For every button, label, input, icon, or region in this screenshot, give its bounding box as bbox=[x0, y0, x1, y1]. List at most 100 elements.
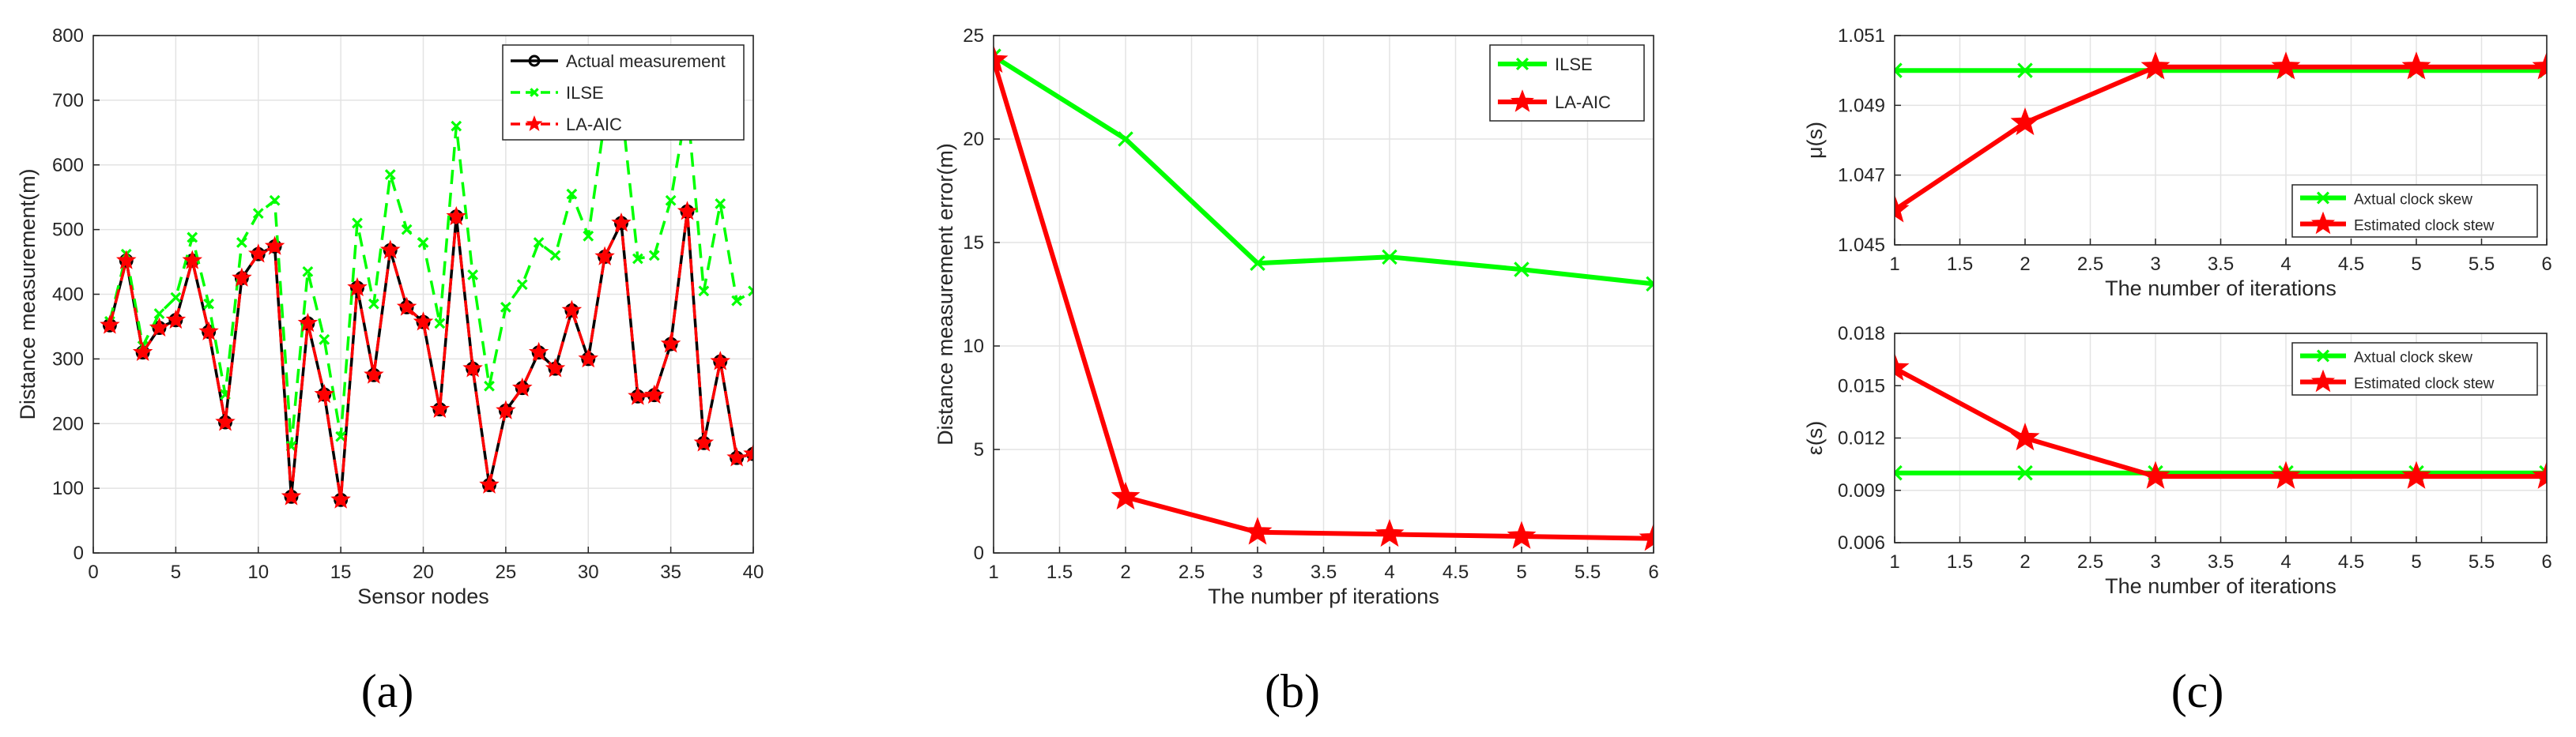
data-point bbox=[743, 443, 753, 463]
data-point bbox=[1639, 523, 1654, 551]
data-point bbox=[632, 253, 643, 265]
data-point bbox=[528, 341, 549, 362]
tick-label-x: 4.5 bbox=[2338, 551, 2364, 573]
tick-label-x: 2 bbox=[2020, 254, 2030, 275]
data-point bbox=[252, 208, 264, 220]
tick-label-x: 3.5 bbox=[2208, 551, 2234, 573]
tick-label-y: 0.006 bbox=[1838, 532, 1885, 554]
data-point bbox=[677, 201, 698, 220]
tick-label-x: 5 bbox=[2411, 551, 2421, 573]
legend-marker bbox=[530, 88, 539, 97]
data-point bbox=[182, 250, 203, 269]
data-point bbox=[698, 285, 710, 297]
tick-label-x: 5 bbox=[171, 562, 181, 583]
tick-label-x: 2 bbox=[1120, 562, 1130, 583]
series-group bbox=[1895, 352, 2547, 489]
panel-label-c: (c) bbox=[2171, 665, 2224, 717]
data-point bbox=[429, 398, 451, 419]
data-point bbox=[484, 380, 495, 392]
legend-box bbox=[2291, 184, 2538, 238]
data-point bbox=[462, 358, 483, 378]
tick-label-x: 40 bbox=[743, 562, 764, 583]
data-point bbox=[566, 188, 578, 200]
legend-label: ILSE bbox=[1555, 55, 1593, 74]
tick-label-x: 4 bbox=[2280, 254, 2291, 275]
tick-label-x: 5 bbox=[1516, 562, 1526, 583]
tick-label-x: 4 bbox=[2280, 551, 2291, 573]
data-point bbox=[665, 194, 677, 206]
tick-label-x: 1.5 bbox=[1947, 254, 1973, 275]
tick-label-y: 0 bbox=[974, 543, 984, 564]
data-point bbox=[335, 431, 347, 442]
data-point bbox=[1895, 62, 1903, 78]
x-axis-label: The number of iterations bbox=[2105, 574, 2337, 598]
data-point bbox=[215, 412, 236, 431]
data-point bbox=[236, 237, 247, 248]
data-point bbox=[247, 243, 269, 263]
data-point bbox=[2401, 51, 2431, 80]
data-point bbox=[314, 383, 335, 404]
data-point bbox=[549, 250, 561, 261]
data-point bbox=[1382, 249, 1397, 265]
y-axis-label: μ(s) bbox=[1803, 122, 1827, 159]
tick-label-y: 1.045 bbox=[1838, 235, 1885, 256]
tick-label-x: 5.5 bbox=[2469, 551, 2495, 573]
tick-label-y: 600 bbox=[52, 155, 84, 176]
data-point bbox=[1250, 255, 1265, 271]
legend-marker bbox=[526, 115, 543, 131]
legend-label: Axtual clock skew bbox=[2354, 350, 2472, 367]
tick-label-x: 5.5 bbox=[1575, 562, 1601, 583]
data-point bbox=[269, 194, 281, 206]
data-point bbox=[2017, 62, 2033, 78]
data-point bbox=[451, 120, 462, 132]
legend-marker bbox=[1510, 89, 1535, 112]
series-group bbox=[994, 44, 1654, 551]
series-line-ilse bbox=[108, 102, 753, 448]
series-line-la-aic bbox=[994, 59, 1654, 541]
legend-label: LA-AIC bbox=[1555, 92, 1611, 112]
tick-label-y: 400 bbox=[52, 284, 84, 306]
data-point bbox=[2140, 51, 2171, 80]
y-axis-label: Distance measurement error(m) bbox=[933, 143, 957, 446]
data-point bbox=[748, 285, 753, 297]
tick-label-x: 1 bbox=[1889, 551, 1899, 573]
data-point bbox=[352, 217, 363, 229]
data-point bbox=[368, 298, 379, 310]
legend: ILSE LA-AIC bbox=[1489, 44, 1645, 122]
data-point bbox=[379, 239, 401, 259]
data-point bbox=[1895, 464, 1903, 481]
data-point bbox=[2010, 107, 2040, 136]
data-point bbox=[693, 432, 715, 452]
tick-label-x: 3 bbox=[2150, 254, 2160, 275]
legend-label: Estimated clock stew bbox=[2354, 218, 2495, 235]
data-point bbox=[417, 237, 429, 248]
tick-label-x: 25 bbox=[496, 562, 517, 583]
legend-marker bbox=[2316, 191, 2330, 205]
tick-label-x: 5.5 bbox=[2469, 254, 2495, 275]
data-point bbox=[479, 474, 500, 494]
data-point bbox=[187, 231, 198, 243]
data-point bbox=[2010, 423, 2040, 451]
legend-marker bbox=[528, 55, 541, 67]
data-point bbox=[198, 321, 219, 340]
data-point bbox=[413, 311, 434, 331]
legend-marker bbox=[2310, 211, 2336, 235]
data-point bbox=[302, 265, 314, 277]
data-point bbox=[165, 309, 187, 329]
tick-label-x: 3 bbox=[2150, 551, 2160, 573]
legend-marker bbox=[2316, 349, 2330, 363]
data-point bbox=[467, 269, 479, 280]
data-point bbox=[1514, 261, 1529, 277]
legend-box bbox=[2291, 342, 2538, 396]
data-point bbox=[2532, 51, 2547, 80]
x-axis-label: The number pf iterations bbox=[1208, 585, 1439, 608]
tick-label-y: 0.012 bbox=[1838, 428, 1885, 449]
tick-label-y: 5 bbox=[974, 439, 984, 461]
data-point bbox=[496, 400, 516, 419]
chart-c-bottom: 1 1.5 2 2.5 3 3.5 4 4.5 5 5.5 6 0.006 0.009 0.012 0.01… bbox=[1803, 323, 2552, 598]
legend-label: Actual measurement bbox=[566, 51, 726, 71]
data-point bbox=[434, 318, 446, 329]
x-axis-label: Sensor nodes bbox=[357, 585, 489, 608]
data-point bbox=[1118, 131, 1133, 147]
tick-label-y: 20 bbox=[963, 129, 984, 150]
